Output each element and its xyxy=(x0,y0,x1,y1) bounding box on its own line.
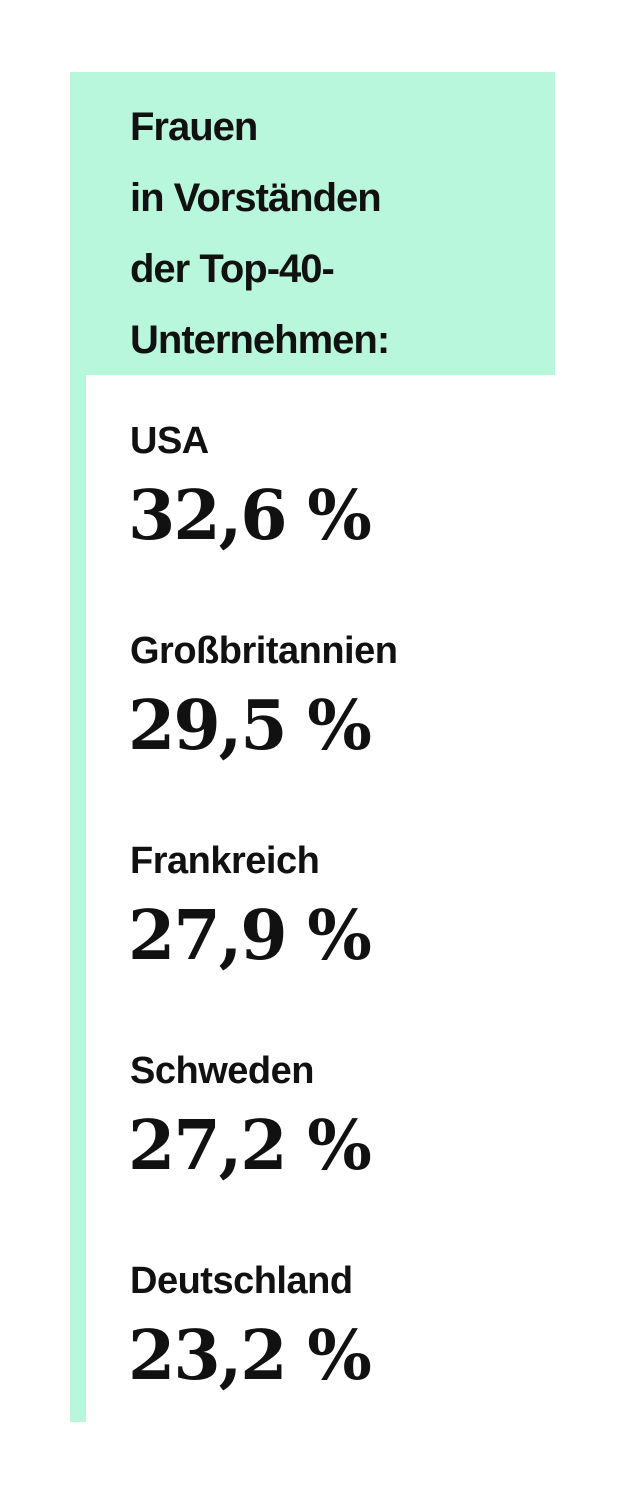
country: Großbritannien xyxy=(130,630,398,672)
percentage: 32,6 % xyxy=(128,476,372,556)
title-line: Unternehmen: xyxy=(130,318,390,362)
country: USA xyxy=(130,420,209,462)
percentage: 23,2 % xyxy=(128,1316,372,1396)
title-line: in Vorständen xyxy=(130,176,382,220)
percentage: 29,5 % xyxy=(128,686,372,766)
header-box xyxy=(70,72,555,375)
percentage: 27,2 % xyxy=(128,1106,372,1186)
percentage: 27,9 % xyxy=(128,896,372,976)
title-line: Frauen xyxy=(130,105,258,149)
accent-bar xyxy=(70,72,86,1422)
country: Frankreich xyxy=(130,840,320,882)
country: Deutschland xyxy=(130,1260,353,1302)
title-line: der Top-40- xyxy=(130,247,335,291)
country: Schweden xyxy=(130,1050,314,1092)
title: Frauen in Vorständen der Top-40- Unternehme… xyxy=(130,92,390,376)
